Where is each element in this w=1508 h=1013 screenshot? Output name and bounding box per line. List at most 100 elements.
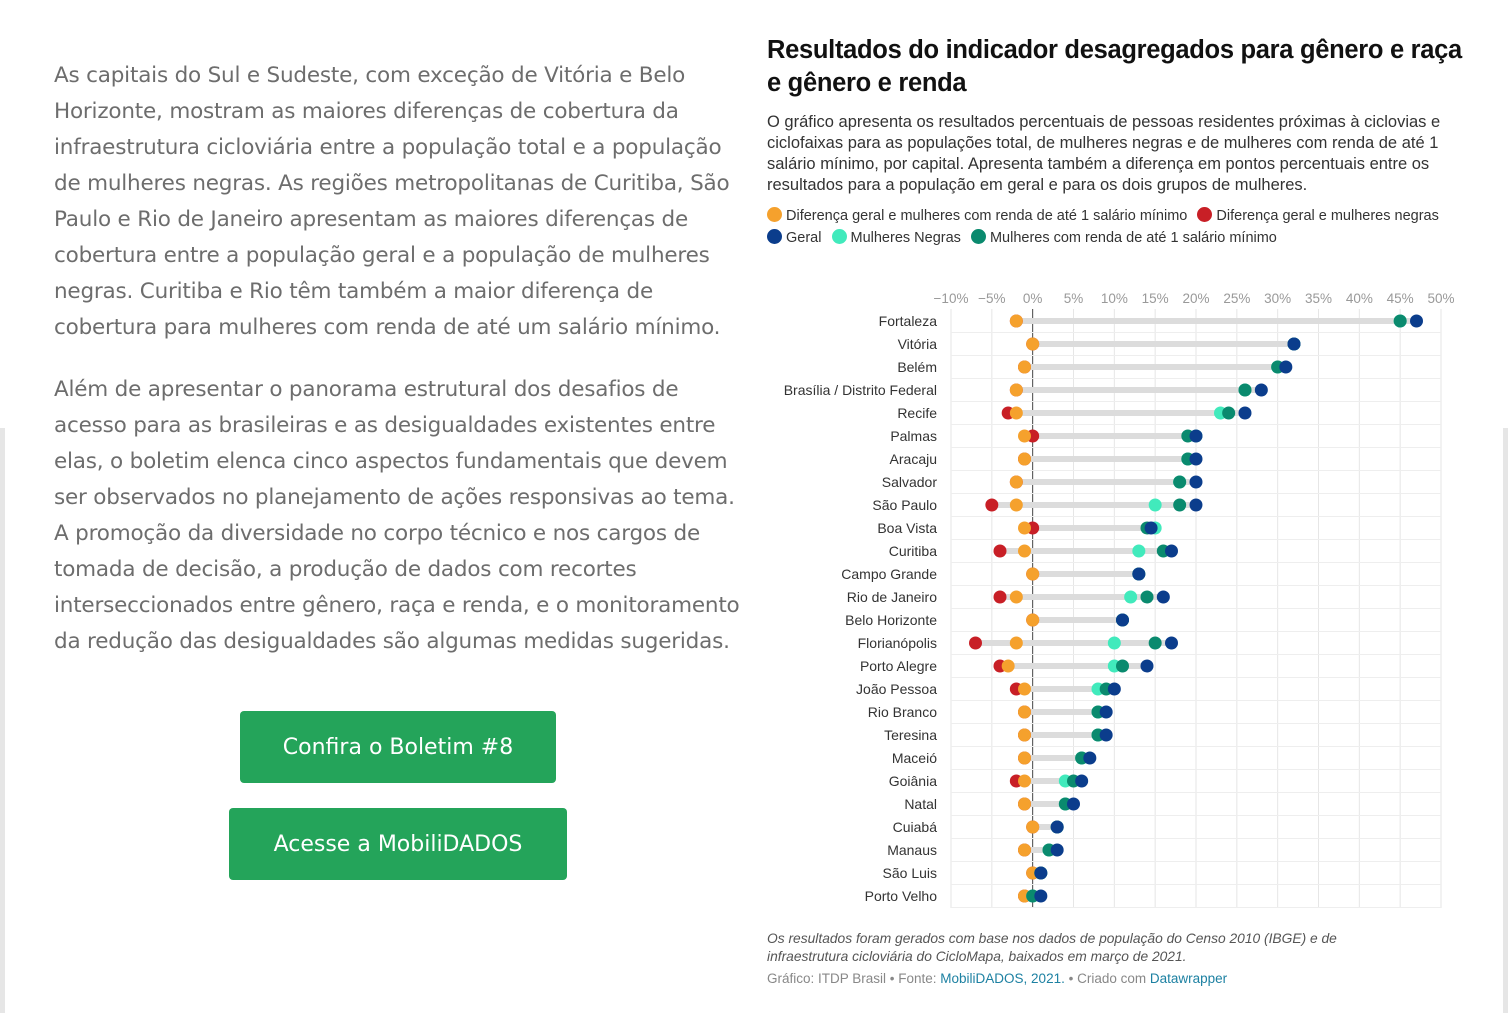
city-label: Maceió	[892, 750, 937, 766]
dot-diff-renda	[1026, 820, 1040, 834]
x-tick-label: 15%	[1142, 291, 1169, 306]
legend-item-renda: Mulheres com renda de até 1 salário míni…	[970, 229, 1277, 246]
dot-diff-renda	[1026, 613, 1040, 627]
dot-diff-renda	[1018, 774, 1031, 788]
dot-geral	[1287, 337, 1301, 351]
legend-label: Diferença geral e mulheres negras	[1216, 208, 1439, 224]
city-label: Salvador	[882, 474, 938, 490]
dot-diff-negras	[985, 498, 999, 512]
dot-renda	[1393, 314, 1407, 328]
chart-title: Resultados do indicador desagregados par…	[767, 36, 1462, 97]
city-label: Recife	[897, 405, 937, 421]
chart-description: O gráfico apresenta os resultados percen…	[767, 113, 1441, 194]
dot-geral	[1050, 843, 1064, 857]
dot-diff-renda	[1018, 751, 1031, 765]
city-label: João Pessoa	[856, 681, 937, 697]
dot-diff-renda	[1018, 429, 1031, 443]
dot-diff-renda	[1009, 498, 1023, 512]
city-label: Cuiabá	[893, 819, 938, 835]
dot-geral	[1254, 383, 1268, 397]
dot-diff-renda	[1009, 475, 1023, 489]
city-label: Rio de Janeiro	[847, 589, 937, 605]
chart-legend: Diferença geral e mulheres com renda de …	[767, 205, 1457, 249]
x-tick-label: 45%	[1387, 291, 1414, 306]
city-label: Campo Grande	[841, 566, 937, 582]
dot-renda	[1148, 636, 1162, 650]
legend-label: Geral	[786, 230, 822, 246]
dot-renda	[1173, 498, 1187, 512]
dot-diff-renda	[1018, 544, 1031, 558]
source-link[interactable]: MobiliDADOS, 2021.	[940, 971, 1065, 986]
dot-diff-renda	[1018, 705, 1031, 719]
dot-diff-renda	[1018, 521, 1031, 535]
dot-geral	[1116, 613, 1129, 627]
legend-item-negras: Mulheres Negras	[831, 229, 961, 246]
mobilidados-button[interactable]: Acesse a MobiliDADOS	[229, 808, 567, 880]
dot-renda	[1116, 659, 1129, 673]
legend-item-geral: Geral	[767, 229, 822, 246]
article-text: As capitais do Sul e Sudeste, com exceçã…	[54, 58, 744, 686]
page-edge-right	[1503, 428, 1508, 1013]
chart-header: Resultados do indicador desagregados par…	[767, 34, 1467, 249]
city-label: Belém	[897, 359, 937, 375]
legend-label: Diferença geral e mulheres com renda de …	[786, 208, 1188, 224]
dot-geral	[1107, 682, 1121, 696]
city-label: Goiânia	[889, 773, 937, 789]
dot-diff-renda	[1009, 590, 1023, 604]
dot-diff-renda	[1001, 659, 1015, 673]
dot-diff-renda	[1018, 843, 1031, 857]
dot-geral	[1099, 728, 1113, 742]
dot-diff-renda	[1026, 567, 1040, 581]
city-label: Belo Horizonte	[845, 612, 937, 628]
dot-negras	[1107, 636, 1121, 650]
dot-diff-renda	[1018, 682, 1031, 696]
paragraph-1: As capitais do Sul e Sudeste, com exceçã…	[54, 63, 730, 340]
dot-renda	[1173, 475, 1187, 489]
dot-diff-negras	[969, 636, 982, 650]
x-tick-label: 20%	[1182, 291, 1209, 306]
dot-geral	[1156, 590, 1170, 604]
datawrapper-link[interactable]: Datawrapper	[1149, 971, 1228, 986]
dot-diff-renda	[1009, 636, 1023, 650]
chart-credits: Gráfico: ITDP Brasil • Fonte: MobiliDADO…	[767, 971, 1227, 986]
legend-label: Mulheres com renda de até 1 salário míni…	[989, 230, 1277, 246]
dot-geral	[1099, 705, 1113, 719]
boletim-button[interactable]: Confira o Boletim #8	[240, 711, 556, 783]
dot-renda	[1222, 406, 1236, 420]
dot-geral	[1132, 567, 1146, 581]
city-label: Aracaju	[890, 451, 937, 467]
dot-geral	[1144, 521, 1158, 535]
x-tick-label: 50%	[1427, 291, 1454, 306]
dot-geral	[1075, 774, 1089, 788]
dot-geral	[1189, 452, 1203, 466]
city-label: Brasília / Distrito Federal	[784, 382, 937, 398]
dot-geral	[1083, 751, 1097, 765]
legend-label: Mulheres Negras	[850, 230, 961, 246]
x-tick-label: 30%	[1264, 291, 1291, 306]
city-label: Porto Velho	[865, 888, 938, 904]
dot-geral	[1165, 544, 1178, 558]
chart-notes: Os resultados foram gerados com base nos…	[767, 931, 1337, 964]
credits-prefix: Gráfico: ITDP Brasil • Fonte:	[767, 971, 941, 986]
legend-swatch	[767, 229, 782, 244]
dot-geral	[1279, 360, 1293, 374]
dot-diff-renda	[1018, 797, 1031, 811]
dot-geral	[1410, 314, 1423, 328]
dot-diff-renda	[1009, 383, 1023, 397]
dot-geral	[1165, 636, 1178, 650]
legend-swatch	[831, 229, 847, 244]
dot-geral	[1067, 797, 1080, 811]
city-label: São Luis	[883, 865, 937, 881]
dot-diff-renda	[1009, 406, 1023, 420]
dot-diff-negras	[993, 590, 1007, 604]
x-tick-label: 0%	[1023, 291, 1043, 306]
page-edge-left	[0, 428, 5, 1013]
dot-geral	[1189, 429, 1203, 443]
city-label: São Paulo	[872, 497, 937, 513]
x-tick-label: 40%	[1346, 291, 1373, 306]
x-tick-label: 35%	[1305, 291, 1332, 306]
x-tick-label: −10%	[934, 291, 969, 306]
credits-middle: • Criado com	[1064, 971, 1150, 986]
dot-diff-renda	[1018, 452, 1031, 466]
dot-diff-negras	[993, 544, 1007, 558]
